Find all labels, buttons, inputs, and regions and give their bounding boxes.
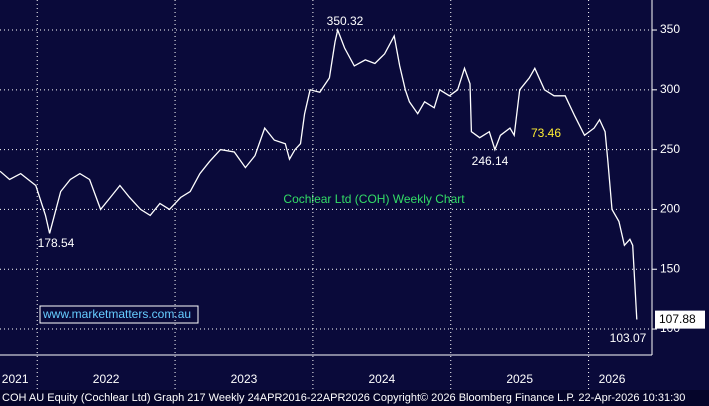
y-tick-label: 350 [660, 22, 680, 36]
annotation: 73.46 [531, 126, 561, 140]
watermark: www.marketmatters.com.au [42, 307, 191, 321]
x-tick-label: 2026 [599, 372, 626, 386]
x-tick-label: 2024 [368, 372, 395, 386]
price-line [0, 27, 638, 320]
y-tick-label: 300 [660, 82, 680, 96]
watermark-box [39, 305, 199, 324]
last-price-box [655, 310, 705, 329]
x-tick-label: 2022 [93, 372, 120, 386]
x-tick-label: 2025 [506, 372, 533, 386]
y-tick-label: 150 [660, 261, 680, 275]
footer-band [0, 390, 709, 406]
x-tick-label: 2021 [2, 372, 29, 386]
annotation: 350.32 [327, 14, 364, 28]
last-price: 107.88 [659, 312, 696, 326]
footer: COH AU Equity (Cochlear Ltd) Graph 217 W… [2, 392, 685, 404]
annotation: 178.54 [38, 236, 75, 250]
y-tick-label: 200 [660, 202, 680, 216]
annotation: 246.14 [472, 154, 509, 168]
y-tick-label: 250 [660, 142, 680, 156]
annotation: 103.07 [610, 331, 647, 345]
x-tick-label: 2023 [231, 372, 258, 386]
chart-title: Cochlear Ltd (COH) Weekly Chart [283, 192, 465, 206]
